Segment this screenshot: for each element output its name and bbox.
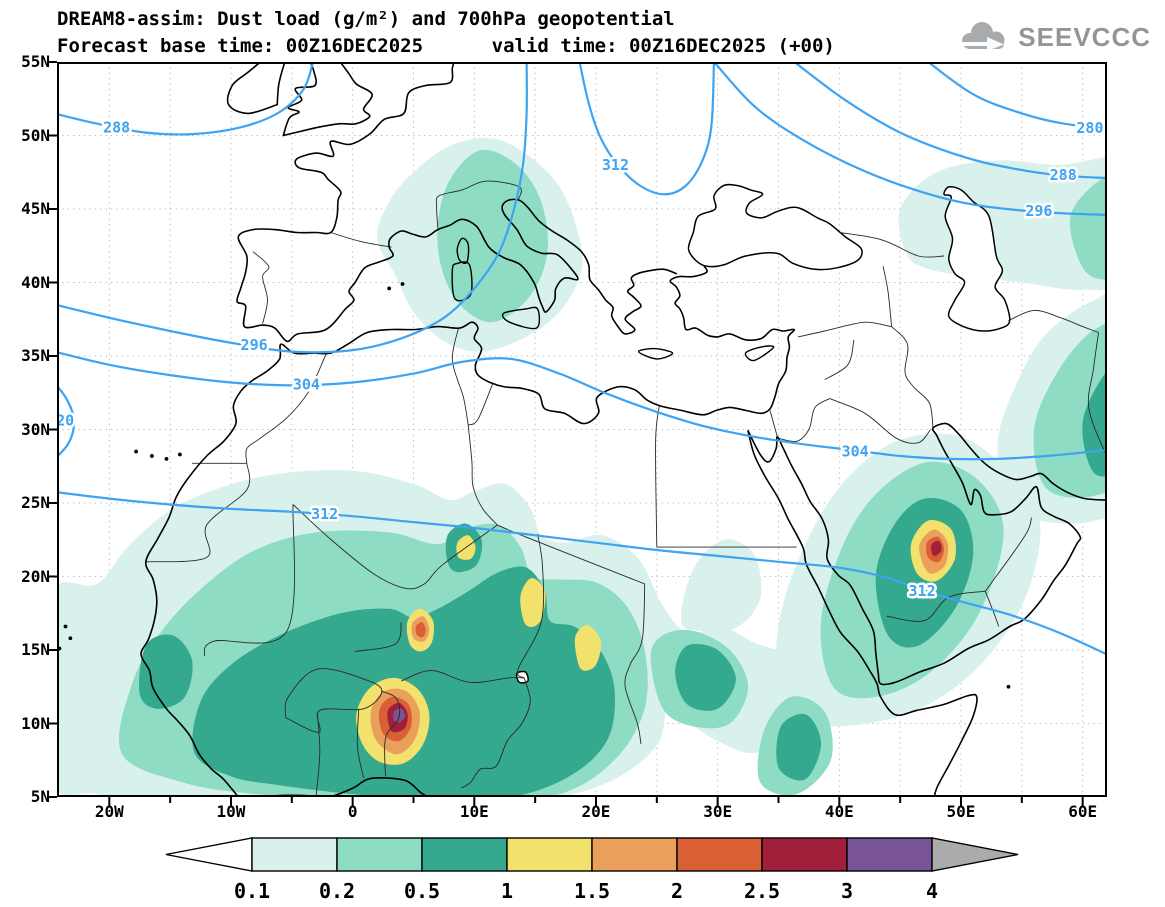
colorbar-tick-label: 1: [501, 879, 513, 903]
lon-tick-label: 0: [347, 802, 358, 821]
dust-region: [675, 643, 736, 711]
dust-region: [574, 624, 602, 671]
dust-region: [415, 622, 426, 638]
geopotential-label: 288: [103, 118, 130, 136]
lat-tick-label: 35N: [21, 346, 50, 365]
lat-tick-label: 45N: [21, 199, 50, 218]
colorbar-segment: [251, 837, 338, 872]
colorbar-segment: [336, 837, 423, 872]
small-island: [150, 454, 154, 458]
colorbar-segment: [591, 837, 678, 872]
map-frame: [57, 62, 1107, 797]
lat-tick-label: 15N: [21, 640, 50, 659]
small-island: [68, 636, 73, 641]
lat-tick-label: 5N: [30, 787, 50, 806]
geopotential-label: 304: [842, 443, 869, 461]
geopotential-label: 312: [909, 582, 936, 600]
figure-subtitle: Forecast base time: 00Z16DEC2025 valid t…: [57, 35, 835, 57]
colorbar-tick-label: 2: [671, 879, 683, 903]
lat-tick-label: 50N: [21, 125, 50, 145]
lat-tick-label: 10N: [21, 713, 50, 733]
seevccc-logo: SEEVCCC: [957, 20, 1151, 54]
small-island: [177, 452, 182, 457]
small-island: [134, 449, 138, 454]
dust-region: [776, 713, 822, 781]
lon-tick-label: 10E: [459, 802, 489, 821]
colorbar-segment: [421, 837, 508, 872]
dust-fill-layer: [57, 137, 1107, 797]
lon-tick-label: 60E: [1068, 802, 1098, 821]
colorbar: 0.1 0.2 0.5 1 1.5 2 2.5 3 4: [165, 837, 1019, 903]
axis-ticks: [48, 61, 1084, 806]
small-island: [387, 286, 392, 291]
colorbar-tick-label: 1.5: [574, 879, 610, 903]
colorbar-tick-label: 3: [841, 879, 853, 903]
lon-tick-label: 50E: [946, 802, 976, 821]
geopotential-label: 296: [241, 336, 268, 354]
contour-labels: 288 312 296 304 312 320 280 288 296 304 312: [47, 116, 1106, 603]
geopotential-label: 296: [1025, 202, 1052, 220]
lon-tick-label: 20W: [94, 802, 124, 821]
small-island: [1006, 684, 1011, 689]
small-island: [400, 282, 405, 286]
geopotential-label: 280: [1076, 119, 1103, 137]
sea-outline: [943, 185, 1011, 332]
figure-title: DREAM8-assim: Dust load (g/m²) and 700hP…: [57, 8, 675, 30]
dust-region: [520, 577, 546, 627]
lon-tick-label: 10W: [216, 802, 246, 821]
small-island: [63, 624, 68, 629]
logo-text: SEEVCCC: [1018, 21, 1151, 52]
small-island: [164, 457, 169, 461]
dust-region: [931, 540, 942, 556]
dust-region: [139, 634, 193, 709]
geopotential-label: 320: [47, 412, 74, 430]
colorbar-segment: [676, 837, 763, 872]
inland-seas: [515, 183, 1011, 684]
dust-region: [437, 149, 548, 323]
colorbar-tick-label: 4: [926, 879, 938, 903]
colorbar-arrow-left: [165, 837, 253, 872]
lat-tick-label: 55N: [21, 52, 50, 71]
colorbar-tick-label: 0.2: [319, 879, 355, 903]
geopotential-label: 312: [311, 505, 338, 523]
map-canvas: 288 312 296 304 312 320 280 288 296 304 312: [48, 61, 1107, 806]
sea-outline: [687, 183, 863, 271]
geopotential-label: 288: [1050, 166, 1077, 184]
lon-tick-label: 40E: [824, 802, 854, 821]
lon-tick-label: 20E: [581, 802, 611, 821]
colorbar-tick-label: 2.5: [744, 879, 780, 903]
geopotential-label: 304: [293, 376, 320, 394]
cloud-arrow-icon: [960, 22, 1005, 51]
dust-region: [681, 539, 762, 632]
colorbar-segment: [761, 837, 848, 872]
dust-region: [1069, 176, 1107, 280]
lon-tick-label: 30E: [703, 802, 733, 821]
lat-tick-label: 20N: [21, 566, 50, 586]
colorbar-arrow-right: [931, 837, 1019, 872]
lat-tick-label: 40N: [21, 272, 50, 292]
geopotential-label: 312: [602, 156, 629, 174]
coastlines: [57, 62, 1107, 797]
lat-tick-label: 25N: [21, 493, 50, 512]
colorbar-tick-label: 0.1: [234, 879, 270, 903]
lat-tick-label: 30N: [21, 419, 50, 439]
figure-titles: DREAM8-assim: Dust load (g/m²) and 700hP…: [57, 6, 835, 60]
colorbar-segment: [846, 837, 933, 872]
geopotential-contours: [57, 62, 1107, 656]
colorbar-segment: [506, 837, 593, 872]
colorbar-tick-label: 0.5: [404, 879, 440, 903]
